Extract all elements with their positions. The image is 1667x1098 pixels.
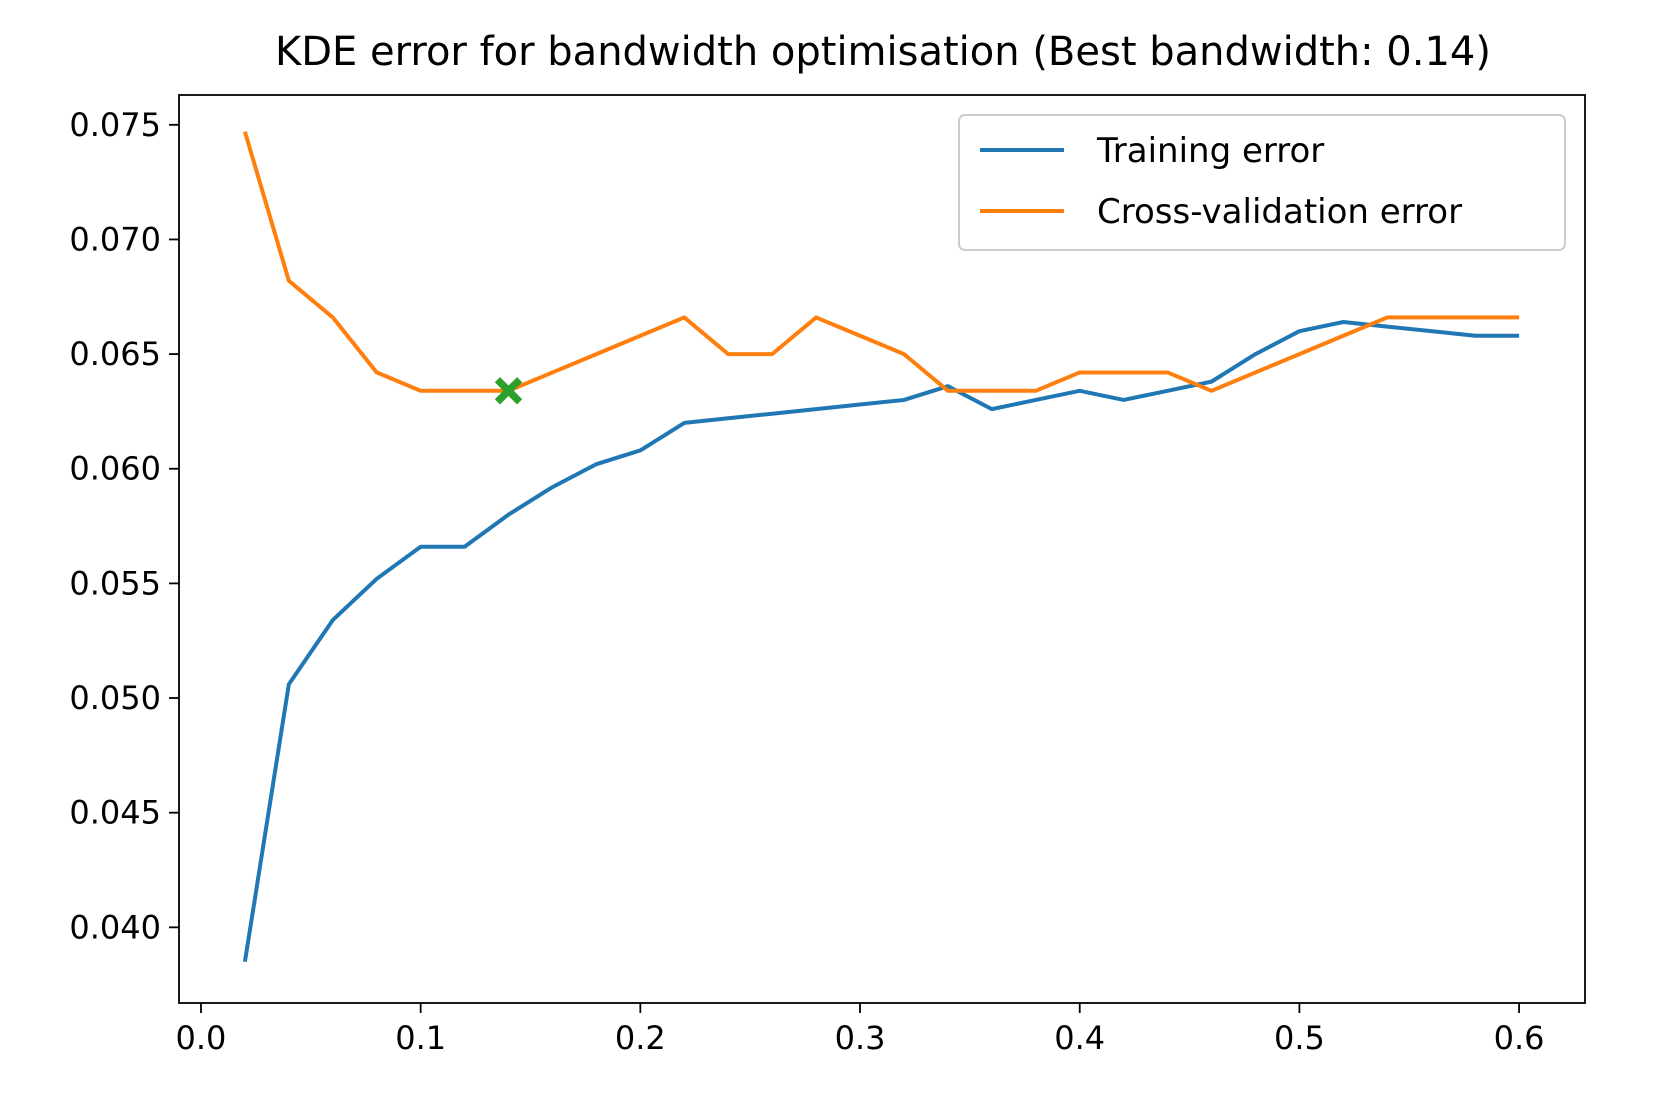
x-tick-label: 0.2: [615, 1019, 666, 1057]
legend: Training error Cross-validation error: [958, 114, 1566, 251]
x-tick-label: 0.0: [176, 1019, 227, 1057]
y-tick-label: 0.060: [69, 450, 161, 488]
series-line-cross-validation-error: [242, 131, 1520, 393]
y-tick-label: 0.040: [69, 908, 161, 946]
y-tick-label: 0.055: [69, 564, 161, 602]
y-axis: 0.040 0.045 0.050 0.055 0.060 0.065 0.070 0.075: [69, 106, 179, 946]
series-layer: [242, 131, 1520, 963]
y-tick-label: 0.065: [69, 335, 161, 373]
x-tick-label: 0.3: [835, 1019, 886, 1057]
y-tick-label: 0.050: [69, 679, 161, 717]
legend-label: Training error: [1096, 131, 1324, 171]
best-bandwidth-marker: [494, 377, 523, 405]
legend-label: Cross-validation error: [1097, 192, 1462, 232]
legend-box: [958, 114, 1566, 251]
series-line-training-error: [242, 320, 1520, 963]
plot-frame: [178, 94, 1586, 1004]
y-tick-label: 0.070: [69, 220, 161, 258]
y-tick-label: 0.075: [69, 106, 161, 144]
y-tick-label: 0.045: [69, 794, 161, 832]
x-tick-label: 0.5: [1274, 1019, 1325, 1057]
marker-layer: [494, 377, 523, 405]
x-axis: 0.0 0.1 0.2 0.3 0.4 0.5 0.6: [176, 1003, 1545, 1057]
x-tick-label: 0.1: [395, 1019, 446, 1057]
x-tick-label: 0.6: [1494, 1019, 1545, 1057]
chart-title: KDE error for bandwidth optimisation (Be…: [275, 29, 1491, 75]
x-tick-label: 0.4: [1054, 1019, 1105, 1057]
